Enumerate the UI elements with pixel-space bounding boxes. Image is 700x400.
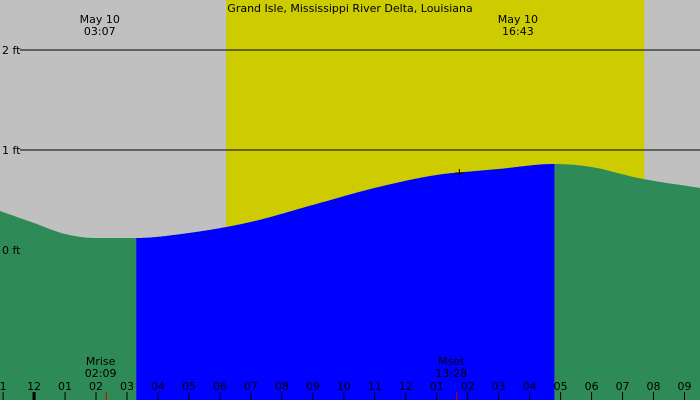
x-axis: 1 12 01 02 03 04 05 06 07 08 09 10 11 12 01 02 03 04 05 06 0…: [0, 380, 692, 400]
x-tick-label: 03: [120, 380, 134, 393]
x-tick-label: 05: [554, 380, 568, 393]
x-tick-label: 10: [337, 380, 351, 393]
x-tick-label: 11: [368, 380, 382, 393]
x-tick-label: 12: [27, 380, 41, 393]
y-tick-label: 0 ft: [2, 244, 21, 257]
current-level-marker: [455, 169, 464, 177]
moon-event-time: 02:09: [85, 367, 117, 380]
x-tick-label: 12: [399, 380, 413, 393]
sun-event-time: 03:07: [84, 25, 116, 38]
sun-event-date: May 10: [498, 13, 538, 26]
x-tick-label: 01: [58, 380, 72, 393]
x-tick-label: 02: [89, 380, 103, 393]
y-tick-label: 1 ft: [2, 144, 21, 157]
y-gridlines: [20, 49, 700, 151]
x-tick-label: 07: [616, 380, 630, 393]
moon-event-label: Mset: [438, 355, 465, 368]
x-tick-label: 02: [461, 380, 475, 393]
x-tick-label: 06: [585, 380, 599, 393]
y-tick-label: 2 ft: [2, 44, 21, 57]
x-tick-label: 1: [0, 380, 7, 393]
x-tick-label: 04: [151, 380, 165, 393]
sun-event-time: 16:43: [502, 25, 534, 38]
x-tick-label: 01: [430, 380, 444, 393]
x-tick-label: 09: [678, 380, 692, 393]
x-tick-label: 05: [182, 380, 196, 393]
y-tick-labels: 2 ft 1 ft 0 ft: [2, 44, 21, 257]
moon-event-time: 13:28: [435, 367, 467, 380]
moon-event-label: Mrise: [86, 355, 116, 368]
x-tick-label: 08: [275, 380, 289, 393]
sun-event-date: May 10: [80, 13, 120, 26]
tide-area-highlight: [136, 164, 555, 400]
x-tick-label: 06: [213, 380, 227, 393]
chart-title: Grand Isle, Mississippi River Delta, Lou…: [227, 2, 472, 15]
x-tick-label: 04: [523, 380, 537, 393]
x-tick-label: 08: [647, 380, 661, 393]
x-tick-label: 03: [492, 380, 506, 393]
x-tick-label: 07: [244, 380, 258, 393]
x-tick-label: 09: [306, 380, 320, 393]
